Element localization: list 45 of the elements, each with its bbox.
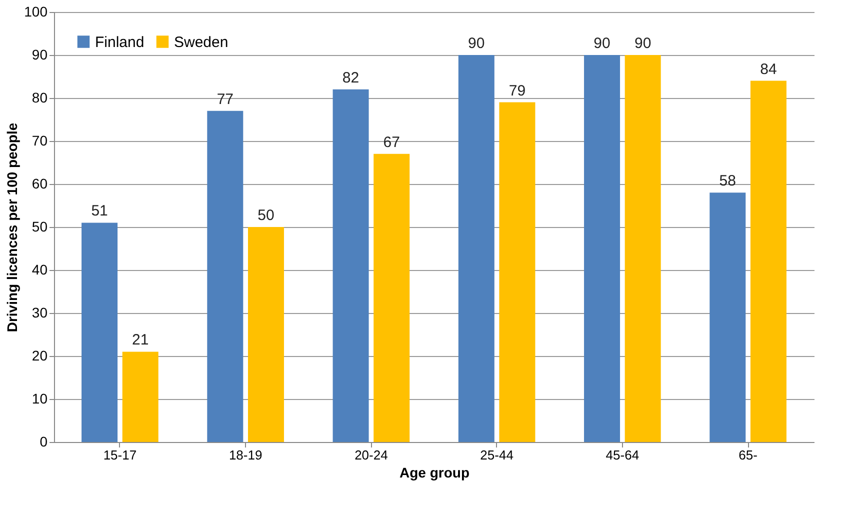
y-tick-label: 70: [32, 132, 48, 148]
data-label: 51: [91, 202, 108, 220]
bar: [248, 227, 284, 442]
bar: [458, 55, 494, 442]
data-label: 77: [216, 90, 234, 108]
y-tick-label: 10: [32, 390, 48, 406]
bar: [207, 110, 244, 442]
y-tick-label: 90: [32, 46, 48, 62]
data-label: 82: [342, 69, 360, 86]
data-label: 67: [383, 134, 400, 151]
bar: [332, 89, 369, 442]
x-tick-label: 25-44: [480, 448, 514, 462]
data-label: 58: [719, 172, 736, 190]
legend-label: Finland: [95, 34, 144, 51]
legend-label: Sweden: [174, 34, 228, 51]
bar: [122, 352, 158, 442]
data-label: 84: [760, 60, 777, 78]
y-tick-label: 20: [32, 348, 48, 364]
x-tick-label: 20-24: [354, 448, 388, 462]
bar: [750, 80, 786, 442]
x-tick-label: 45-64: [606, 448, 640, 462]
y-tick-label: 0: [40, 434, 48, 450]
data-label: 90: [634, 35, 652, 52]
y-axis-title: Driving licences per 100 people: [4, 122, 20, 332]
data-label: 90: [468, 35, 485, 52]
y-tick-label: 40: [32, 262, 48, 278]
y-tick-label: 30: [32, 304, 48, 320]
bar: [710, 192, 746, 442]
y-tick-label: 50: [32, 218, 48, 234]
bar: [374, 154, 410, 442]
data-label: 50: [258, 207, 274, 224]
data-label: 21: [132, 332, 149, 349]
bar: [584, 55, 620, 442]
x-tick-label: 65-: [738, 448, 758, 462]
data-label: 90: [594, 35, 610, 52]
bar: [624, 55, 661, 442]
y-tick-label: 100: [24, 4, 48, 20]
y-tick-label: 60: [32, 176, 48, 192]
x-tick-label: 18-19: [228, 448, 262, 462]
x-axis-title: Age group: [400, 464, 470, 480]
x-tick-label: 15-17: [103, 448, 137, 462]
bar: [499, 102, 536, 442]
bar: [82, 222, 118, 442]
data-label: 79: [508, 82, 526, 100]
y-tick-label: 80: [32, 90, 48, 106]
